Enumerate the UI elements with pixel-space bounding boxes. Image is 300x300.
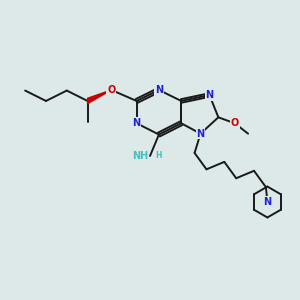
Text: H: H	[155, 152, 162, 160]
Text: O: O	[231, 118, 239, 128]
Polygon shape	[88, 90, 111, 104]
Text: N: N	[133, 118, 141, 128]
Text: N: N	[155, 85, 163, 95]
Text: O: O	[107, 85, 116, 95]
Text: NH: NH	[132, 151, 148, 161]
Text: N: N	[206, 90, 214, 100]
Text: N: N	[196, 129, 205, 139]
Text: N: N	[263, 197, 272, 207]
